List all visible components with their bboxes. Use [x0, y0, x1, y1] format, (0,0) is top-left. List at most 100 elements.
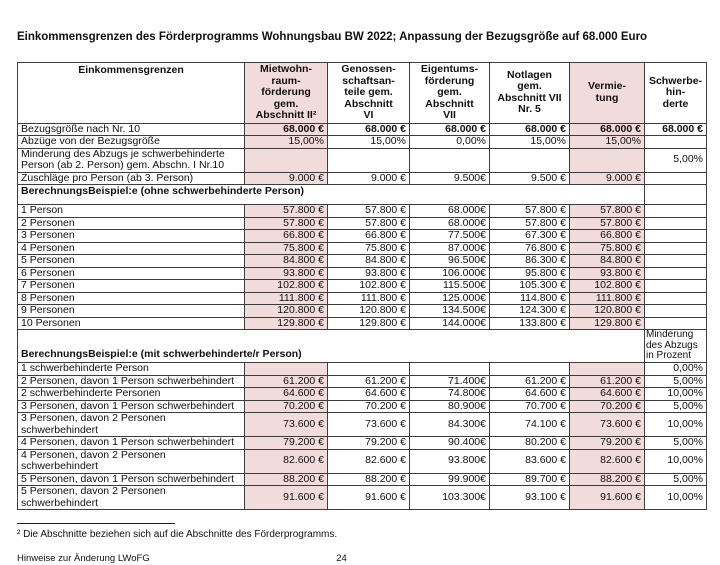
value-cell: 82.600 €	[569, 448, 645, 474]
value-cell: 74.100 €	[489, 412, 570, 437]
table-row: 1 schwerbehinderte Person 0,00%	[17, 362, 707, 376]
value-cell: 73.600 €	[569, 412, 645, 437]
column-header: Einkommensgrenzen	[17, 62, 245, 124]
value-cell: 68.000 €	[409, 122, 490, 136]
value-cell: 120.800 €	[569, 304, 645, 318]
table-header: Einkommensgrenzen Mietwohn- raum- förderu…	[17, 62, 707, 124]
value-cell: 5,00%	[644, 436, 707, 450]
value-cell: 93.800 €	[327, 266, 410, 280]
value-cell: 120.800 €	[327, 304, 410, 318]
value-cell	[644, 171, 707, 185]
value-cell: 129.800 €	[244, 316, 328, 330]
table-row: 3 Personen 66.800 €66.800 €77.500€ 67.300 …	[17, 229, 707, 243]
row-label-cell: 7 Personen	[17, 279, 245, 293]
row-label-cell: 5 Personen, davon 1 Person schwerbehinde…	[17, 472, 245, 486]
value-cell: 15,00%	[327, 135, 410, 149]
value-cell: 82.600 €	[244, 448, 328, 474]
value-cell: 68.000 €	[489, 122, 570, 136]
value-cell: 88.200 €	[569, 472, 645, 486]
row-label-cell: 8 Personen	[17, 291, 245, 305]
value-cell: 93.800 €	[244, 266, 328, 280]
table-row: 3 Personen, davon 1 Person schwerbehinde…	[17, 399, 707, 413]
value-cell: 61.200 €	[489, 374, 570, 388]
value-cell: 5,00%	[644, 472, 707, 486]
income-limits-table: Einkommensgrenzen Mietwohn- raum- förderu…	[17, 62, 707, 510]
value-cell: 75.800 €	[244, 241, 328, 255]
value-cell: 64.600 €	[244, 387, 328, 401]
table-row: 4 Personen, davon 1 Person schwerbehinde…	[17, 436, 707, 450]
value-cell: 83.600 €	[489, 448, 570, 474]
table-row: Abzüge von der Bezugsgröße 15,00% 15,00% 0,…	[17, 135, 707, 149]
value-cell: 124.300 €	[489, 304, 570, 318]
value-cell: 79.200 €	[569, 436, 645, 450]
footnote-separator	[17, 523, 175, 524]
value-cell: 61.200 €	[327, 374, 410, 388]
section-title-cell: BerechnungsBeispiel:e (mit schwerbehinde…	[17, 329, 645, 363]
value-cell: 61.200 €	[569, 374, 645, 388]
column-header: Schwerbe- hin- derte	[644, 62, 707, 124]
value-cell: 79.200 €	[327, 436, 410, 450]
table-row: 5 Personen 84.800 €84.800 €96.500€ 86.300 …	[17, 254, 707, 268]
value-cell: 80.900€	[409, 399, 490, 413]
value-cell: 9.500 €	[489, 171, 570, 185]
value-cell: 96.500€	[409, 254, 490, 268]
value-cell: 86.300 €	[489, 254, 570, 268]
value-cell: 10,00%	[644, 387, 707, 401]
value-cell: 106.000€	[409, 266, 490, 280]
row-label-cell: Zuschläge pro Person (ab 3. Person)	[17, 171, 245, 185]
row-label-cell: 1 schwerbehinderte Person	[17, 362, 245, 376]
value-cell	[569, 147, 645, 173]
value-cell: 15,00%	[244, 135, 328, 149]
row-label-cell: 3 Personen	[17, 229, 245, 243]
value-cell: 10,00%	[644, 485, 707, 510]
value-cell: 70.200 €	[244, 399, 328, 413]
row-label-cell: 2 schwerbehinderte Personen	[17, 387, 245, 401]
value-cell: 91.600 €	[569, 485, 645, 510]
value-cell: 57.800 €	[489, 204, 570, 218]
value-cell: 5,00%	[644, 374, 707, 388]
row-label-cell: Bezugsgröße nach Nr. 10	[17, 122, 245, 136]
value-cell: 5,00%	[644, 399, 707, 413]
value-cell: 61.200 €	[244, 374, 328, 388]
value-cell: 64.600 €	[327, 387, 410, 401]
column-header: Eigentums- förderung gem. Abschnitt VII	[409, 62, 490, 124]
section-title-cell: BerechnungsBeispiel:e (ohne schwerbehind…	[17, 184, 645, 205]
value-cell: 134.500€	[409, 304, 490, 318]
table-row: 10 Personen 129.800 €129.800 €144.000€ 133…	[17, 316, 707, 330]
row-label-cell: 2 Personen, davon 1 Person schwerbehinde…	[17, 374, 245, 388]
value-cell: 75.800 €	[569, 241, 645, 255]
value-cell	[409, 147, 490, 173]
value-cell	[489, 147, 570, 173]
value-cell: 0,00%	[644, 362, 707, 376]
value-cell: 77.500€	[409, 229, 490, 243]
value-cell: 66.800 €	[244, 229, 328, 243]
table-row: 3 Personen, davon 2 Personen schwerbehin…	[17, 412, 707, 437]
value-cell: 129.800 €	[327, 316, 410, 330]
value-cell: 91.600 €	[244, 485, 328, 510]
value-cell: 105.300 €	[489, 279, 570, 293]
value-cell: 88.200 €	[244, 472, 328, 486]
value-cell: 95.800 €	[489, 266, 570, 280]
value-cell: 73.600 €	[327, 412, 410, 437]
value-cell: 68.000 €	[244, 122, 328, 136]
row-label-cell: 4 Personen, davon 1 Person schwerbehinde…	[17, 436, 245, 450]
value-cell: 75.800 €	[327, 241, 410, 255]
value-cell: 115.500€	[409, 279, 490, 293]
header-row: Einkommensgrenzen Mietwohn- raum- förderu…	[17, 62, 707, 124]
value-cell	[644, 304, 707, 318]
value-cell: 84.800 €	[569, 254, 645, 268]
page-title: Einkommensgrenzen des Förderprogramms Wo…	[17, 31, 648, 43]
row-label-cell: 4 Personen	[17, 241, 245, 255]
value-cell: 88.200 €	[327, 472, 410, 486]
value-cell: 102.800 €	[244, 279, 328, 293]
table-row: 2 schwerbehinderte Personen 64.600 €64.60…	[17, 387, 707, 401]
column-header: Vermie- tung	[569, 62, 645, 124]
value-cell: 68.000 €	[644, 122, 707, 136]
value-cell: 84.300€	[409, 412, 490, 437]
value-cell: 74.800€	[409, 387, 490, 401]
value-cell	[644, 204, 707, 218]
value-cell: 57.800 €	[489, 216, 570, 230]
value-cell: 57.800 €	[244, 216, 328, 230]
value-cell: 66.800 €	[569, 229, 645, 243]
